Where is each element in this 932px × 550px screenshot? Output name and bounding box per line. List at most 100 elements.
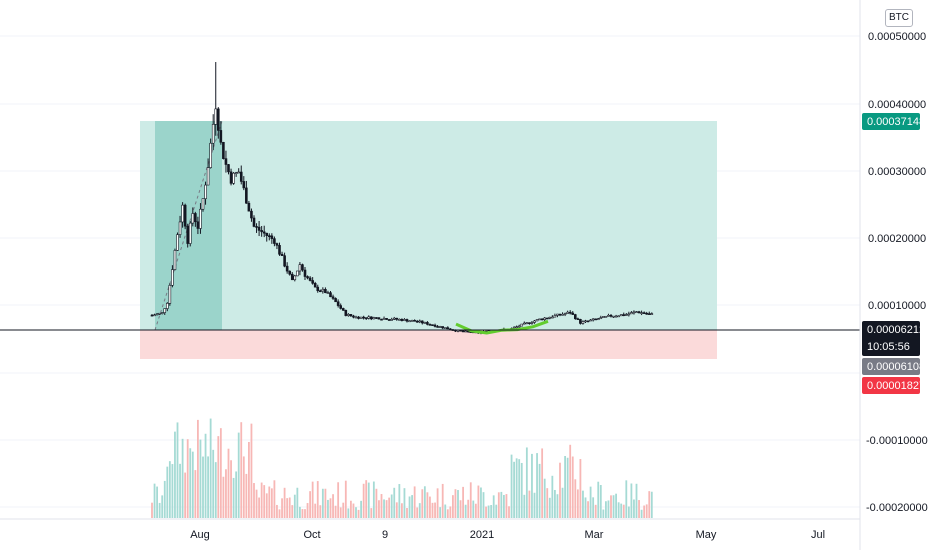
volume-bars — [151, 418, 653, 518]
volume-bar — [469, 482, 472, 518]
candle-body — [229, 171, 233, 184]
volume-bar — [643, 505, 646, 518]
candle-body — [316, 286, 320, 292]
last-price: 0.00006212 — [867, 324, 925, 336]
volume-bar — [168, 461, 171, 518]
candle-body — [160, 312, 164, 314]
candle-body — [194, 213, 197, 223]
volume-bar — [245, 473, 248, 518]
time-label: 9 — [382, 529, 388, 541]
volume-bar — [520, 462, 523, 518]
time-label: Oct — [303, 529, 320, 541]
volume-bar — [576, 489, 579, 518]
volume-bar — [204, 433, 207, 518]
volume-bar — [370, 508, 373, 518]
volume-bar — [449, 506, 452, 518]
candle-body — [372, 317, 376, 320]
target-tag-bg — [862, 113, 920, 130]
candle-body — [278, 245, 281, 255]
volume-bar — [554, 489, 556, 518]
candle-body — [176, 234, 179, 251]
volume-bar — [599, 485, 602, 518]
volume-bar — [610, 495, 612, 518]
candle-body — [234, 172, 238, 175]
volume-bar — [592, 497, 595, 518]
volume-bar — [413, 486, 416, 518]
price-axis[interactable]: 0.00050000 0.00040000 0.00030000 0.00020… — [866, 31, 928, 514]
volume-bar — [490, 505, 493, 518]
volume-bar — [464, 504, 467, 518]
currency-badge[interactable]: BTC — [885, 9, 913, 27]
loss-zone[interactable] — [140, 330, 717, 359]
volume-bar — [367, 482, 370, 518]
volume-tick: -0.00010000 — [866, 435, 928, 447]
volume-bar — [492, 495, 495, 518]
volume-bar — [645, 504, 648, 518]
volume-bar — [166, 466, 169, 518]
candle-body — [431, 324, 434, 326]
volume-bar — [375, 488, 378, 518]
candle-body — [209, 142, 212, 168]
volume-bar — [582, 490, 584, 518]
time-label: Aug — [190, 529, 210, 541]
volume-bar — [607, 500, 610, 518]
stop-tag-bg — [862, 377, 920, 394]
volume-bar — [222, 476, 225, 518]
volume-bar — [508, 506, 510, 518]
volume-bar — [235, 471, 238, 518]
candle-body — [398, 318, 401, 321]
candle-body — [426, 322, 429, 325]
candle-body — [433, 324, 437, 327]
time-label: Jul — [811, 529, 825, 541]
candle-body — [275, 243, 279, 246]
volume-bar — [635, 483, 638, 518]
target-price-tag: 0.00037148 — [862, 113, 925, 130]
candle-body — [395, 317, 399, 320]
candle-body — [612, 315, 615, 318]
candle-body — [635, 311, 638, 313]
candle-body — [214, 108, 218, 125]
candle-body — [387, 319, 391, 321]
time-axis[interactable]: Aug Oct 9 2021 Mar May Jul — [190, 529, 825, 541]
candle-body — [211, 124, 215, 144]
volume-bar — [227, 448, 230, 518]
volume-bar — [401, 503, 403, 518]
candle-body — [589, 319, 592, 322]
candle-body — [206, 167, 210, 186]
volume-bar — [291, 505, 294, 518]
volume-bar — [174, 431, 176, 518]
volume-bar — [176, 422, 179, 518]
time-label: Mar — [585, 529, 604, 541]
candle-body — [196, 221, 200, 229]
volume-bar — [617, 502, 620, 518]
candle-body — [280, 253, 284, 256]
volume-bar — [627, 506, 630, 518]
candle-body — [369, 316, 373, 320]
volume-bar — [255, 489, 258, 518]
volume-bar — [561, 487, 564, 518]
volume-bar — [337, 482, 340, 518]
volume-bar — [240, 422, 243, 518]
candle-body — [604, 315, 608, 318]
candle-body — [599, 317, 603, 320]
volume-bar — [487, 505, 490, 518]
volume-bar — [263, 485, 266, 518]
volume-bar — [436, 488, 439, 518]
profit-zone[interactable] — [140, 121, 717, 330]
volume-bar — [388, 497, 391, 518]
candle-body — [344, 310, 348, 316]
candle-body — [446, 327, 450, 330]
volume-bar — [500, 491, 503, 518]
volume-bar — [625, 480, 628, 518]
volume-bar — [398, 484, 401, 518]
volume-bar — [242, 456, 245, 518]
candle-body — [403, 319, 406, 321]
candle-body — [354, 316, 358, 319]
volume-bar — [158, 502, 161, 518]
candle-body — [290, 273, 294, 281]
entry-tag-bg — [862, 358, 920, 375]
candle-body — [650, 313, 654, 315]
entry-price-tag: 0.00006108 — [862, 358, 925, 375]
candle-body — [515, 326, 518, 328]
volume-bar — [316, 481, 319, 518]
